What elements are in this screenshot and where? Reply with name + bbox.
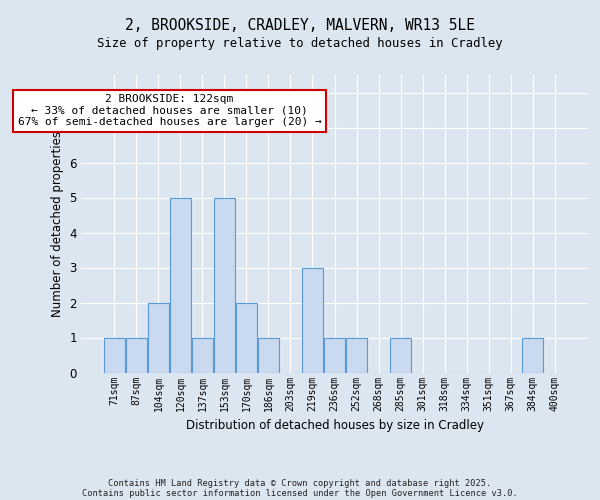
Bar [324,338,345,372]
Text: 2 BROOKSIDE: 122sqm
← 33% of detached houses are smaller (10)
67% of semi-detach: 2 BROOKSIDE: 122sqm ← 33% of detached ho… [17,94,322,128]
Bar [236,302,257,372]
Bar [346,338,367,372]
Text: Contains HM Land Registry data © Crown copyright and database right 2025.: Contains HM Land Registry data © Crown c… [109,478,491,488]
Bar [214,198,235,372]
Bar [192,338,213,372]
Bar [104,338,125,372]
Bar [126,338,147,372]
Bar [258,338,279,372]
Text: 2, BROOKSIDE, CRADLEY, MALVERN, WR13 5LE: 2, BROOKSIDE, CRADLEY, MALVERN, WR13 5LE [125,18,475,32]
X-axis label: Distribution of detached houses by size in Cradley: Distribution of detached houses by size … [185,419,484,432]
Bar [302,268,323,372]
Bar [170,198,191,372]
Bar [522,338,543,372]
Bar [148,302,169,372]
Text: Contains public sector information licensed under the Open Government Licence v3: Contains public sector information licen… [82,488,518,498]
Y-axis label: Number of detached properties: Number of detached properties [51,130,64,317]
Text: Size of property relative to detached houses in Cradley: Size of property relative to detached ho… [97,38,503,51]
Bar [390,338,411,372]
